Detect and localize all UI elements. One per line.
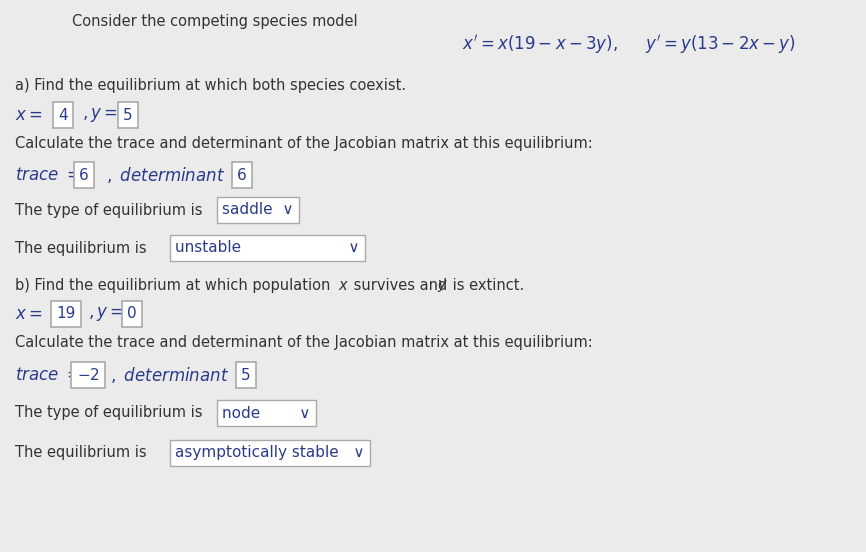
- Text: Calculate the trace and determinant of the Jacobian matrix at this equilibrium:: Calculate the trace and determinant of t…: [15, 335, 592, 350]
- Text: survives and: survives and: [349, 278, 452, 293]
- Text: is extinct.: is extinct.: [448, 278, 524, 293]
- Text: asymptotically stable   ∨: asymptotically stable ∨: [175, 445, 365, 460]
- Text: The type of equilibrium is: The type of equilibrium is: [15, 406, 203, 421]
- Text: 19: 19: [56, 306, 75, 321]
- Text: 5: 5: [123, 108, 132, 123]
- Text: trace $=$: trace $=$: [15, 366, 81, 384]
- Text: b) Find the equilibrium at which population: b) Find the equilibrium at which populat…: [15, 278, 335, 293]
- Text: saddle  ∨: saddle ∨: [222, 203, 294, 217]
- Text: 6: 6: [237, 167, 247, 183]
- Text: $y$: $y$: [437, 278, 449, 294]
- Text: $,$ determinant $=$: $,$ determinant $=$: [110, 365, 249, 385]
- Text: $x' = x(19 - x - 3y),$: $x' = x(19 - x - 3y),$: [462, 33, 618, 56]
- Text: $x$: $x$: [338, 278, 349, 293]
- Text: $x =$: $x =$: [15, 305, 42, 323]
- Text: $y' = y(13 - 2x - y)$: $y' = y(13 - 2x - y)$: [645, 33, 796, 56]
- Text: unstable                      ∨: unstable ∨: [175, 241, 359, 256]
- Text: 5: 5: [242, 368, 251, 383]
- Text: $, y =$: $, y =$: [82, 106, 118, 124]
- Text: $-2$: $-2$: [76, 367, 100, 383]
- Text: $,$ determinant $=$: $,$ determinant $=$: [106, 165, 245, 185]
- Text: trace $=$: trace $=$: [15, 166, 81, 184]
- Text: 6: 6: [79, 167, 89, 183]
- Text: The equilibrium is: The equilibrium is: [15, 241, 146, 256]
- Text: Calculate the trace and determinant of the Jacobian matrix at this equilibrium:: Calculate the trace and determinant of t…: [15, 136, 592, 151]
- Text: node        ∨: node ∨: [222, 406, 310, 421]
- Text: The type of equilibrium is: The type of equilibrium is: [15, 203, 203, 217]
- Text: a) Find the equilibrium at which both species coexist.: a) Find the equilibrium at which both sp…: [15, 78, 406, 93]
- Text: $x =$: $x =$: [15, 106, 42, 124]
- Text: Consider the competing species model: Consider the competing species model: [72, 14, 358, 29]
- Text: 0: 0: [127, 306, 137, 321]
- Text: $, y =$: $, y =$: [88, 305, 124, 323]
- Text: The equilibrium is: The equilibrium is: [15, 445, 146, 460]
- Text: 4: 4: [58, 108, 68, 123]
